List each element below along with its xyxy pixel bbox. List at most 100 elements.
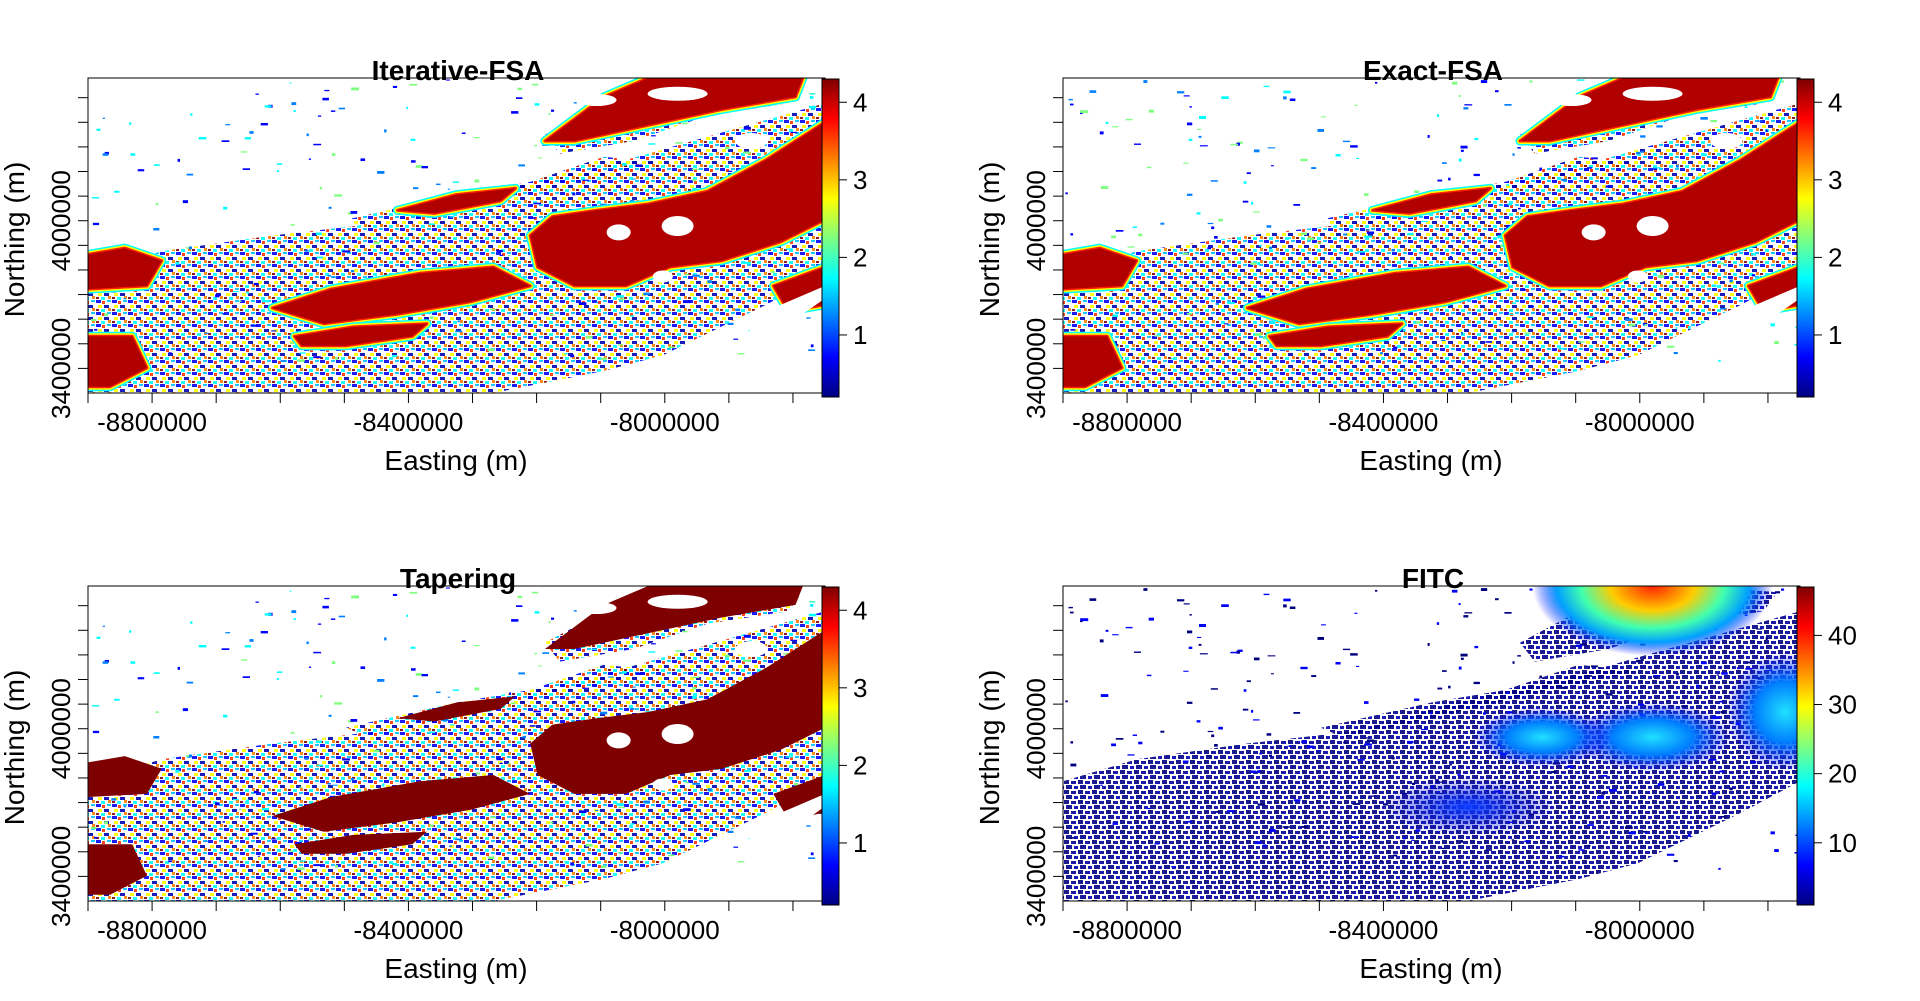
data-cell bbox=[1356, 665, 1360, 667]
data-cell bbox=[261, 300, 269, 303]
data-cell bbox=[409, 83, 418, 86]
data-cell bbox=[1578, 341, 1585, 343]
data-cell bbox=[452, 689, 459, 691]
data-cell bbox=[578, 302, 587, 305]
data-cell bbox=[1267, 147, 1276, 149]
data-cell bbox=[517, 595, 523, 598]
data-cell bbox=[1675, 672, 1679, 676]
data-cell bbox=[1579, 643, 1587, 646]
data-cell bbox=[1460, 840, 1463, 843]
data-cell bbox=[651, 643, 656, 645]
data-cell bbox=[1504, 612, 1512, 614]
data-cell bbox=[1720, 816, 1727, 818]
colorbar-tick-label: 2 bbox=[853, 242, 867, 272]
data-cell bbox=[335, 356, 338, 360]
hot-region bbox=[88, 844, 147, 895]
data-cell bbox=[512, 777, 515, 781]
data-cell bbox=[1070, 837, 1076, 839]
data-cell bbox=[771, 271, 775, 274]
gap bbox=[576, 94, 617, 107]
data-cell bbox=[1666, 853, 1675, 856]
data-cell bbox=[1720, 308, 1727, 310]
data-cell bbox=[1356, 157, 1360, 159]
colorbar bbox=[821, 586, 840, 906]
data-cell bbox=[246, 291, 249, 294]
data-cell bbox=[1288, 745, 1291, 747]
data-cell bbox=[253, 282, 259, 286]
data-cell bbox=[1112, 634, 1119, 636]
data-cell bbox=[1188, 138, 1193, 141]
data-cell bbox=[1561, 686, 1567, 689]
data-cell bbox=[1115, 851, 1118, 854]
data-cell bbox=[1765, 129, 1768, 133]
data-cell bbox=[1393, 346, 1398, 349]
data-cell bbox=[250, 324, 258, 327]
data-cell bbox=[1350, 653, 1358, 656]
data-cell bbox=[304, 757, 309, 760]
data-cell bbox=[1640, 659, 1644, 661]
chart-title: Tapering bbox=[400, 563, 516, 594]
hot-region bbox=[1063, 248, 1137, 290]
data-cell bbox=[551, 617, 555, 620]
x-tick-label: -8000000 bbox=[1585, 915, 1695, 945]
data-cell bbox=[327, 782, 331, 785]
colorbar-tick-label: 20 bbox=[1828, 759, 1857, 789]
data-cell bbox=[410, 646, 416, 649]
gap bbox=[1622, 86, 1683, 101]
data-cell bbox=[1721, 672, 1728, 675]
data-cell bbox=[1529, 588, 1533, 591]
data-cell bbox=[1464, 104, 1473, 106]
data-cell bbox=[1127, 246, 1135, 248]
data-cell bbox=[421, 166, 428, 169]
data-cell bbox=[1696, 684, 1699, 688]
data-cell bbox=[1301, 826, 1308, 828]
data-cell bbox=[290, 732, 295, 734]
gap bbox=[735, 641, 768, 657]
data-cell bbox=[1214, 744, 1218, 747]
data-cell bbox=[1628, 831, 1636, 835]
data-cell bbox=[350, 719, 358, 722]
data-cell bbox=[1463, 107, 1469, 110]
data-cell bbox=[308, 158, 311, 160]
data-cell bbox=[1199, 116, 1206, 119]
data-cell bbox=[1259, 244, 1262, 247]
data-cell bbox=[1636, 151, 1641, 155]
data-cell bbox=[1186, 820, 1193, 823]
hot-region bbox=[1505, 122, 1800, 286]
data-cell bbox=[518, 164, 525, 167]
data-cell bbox=[475, 772, 480, 775]
data-cell bbox=[808, 857, 815, 859]
data-cell bbox=[1283, 90, 1291, 94]
data-cell bbox=[1781, 588, 1785, 591]
data-cell bbox=[1263, 593, 1270, 596]
data-cell bbox=[508, 255, 511, 257]
data-cell bbox=[455, 330, 463, 333]
data-cell bbox=[1115, 343, 1118, 346]
data-cell bbox=[1317, 129, 1324, 132]
data-cell bbox=[1511, 331, 1514, 333]
data-cell bbox=[104, 151, 109, 155]
data-cell bbox=[114, 698, 120, 701]
data-cell bbox=[392, 593, 398, 596]
data-cell bbox=[1675, 164, 1679, 168]
data-cell bbox=[1673, 352, 1678, 355]
data-cell bbox=[1364, 235, 1373, 238]
intensity-spot bbox=[1378, 776, 1559, 837]
data-cell bbox=[1794, 852, 1798, 854]
data-cell bbox=[1246, 680, 1251, 683]
data-cell bbox=[428, 223, 435, 226]
data-cell bbox=[684, 781, 689, 784]
data-cell bbox=[276, 163, 283, 165]
data-cell bbox=[707, 280, 712, 284]
data-cell bbox=[455, 838, 463, 841]
data-cell bbox=[1781, 80, 1785, 83]
data-cell bbox=[1211, 734, 1215, 738]
data-cell bbox=[129, 122, 132, 125]
colorbar-tick-label: 30 bbox=[1828, 690, 1857, 720]
data-cell bbox=[1267, 655, 1276, 657]
data-cell bbox=[445, 79, 450, 81]
data-cell bbox=[457, 828, 460, 831]
data-cell bbox=[1427, 643, 1430, 646]
data-cell bbox=[257, 855, 260, 857]
data-cell bbox=[1414, 190, 1420, 193]
